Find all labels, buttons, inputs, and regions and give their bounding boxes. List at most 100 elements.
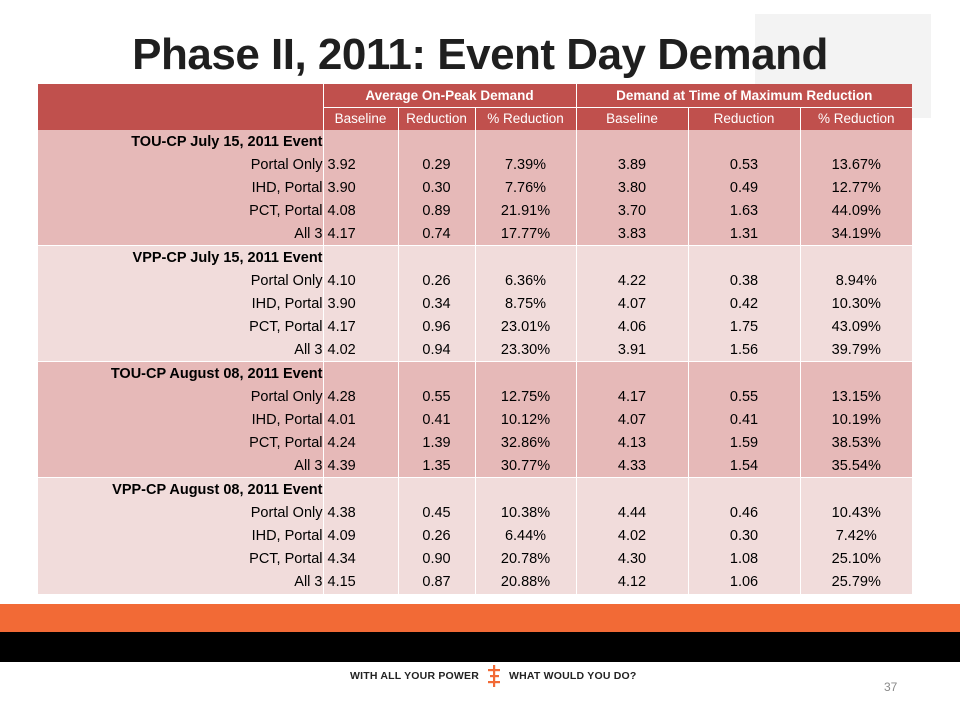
table-cell: 1.06	[687, 570, 801, 594]
row-label: All 3	[38, 570, 323, 594]
col-header-pct-reduction: % Reduction	[799, 106, 913, 130]
table-cell: 23.01%	[474, 315, 577, 339]
company-e-logo-icon	[488, 665, 501, 687]
table-cell: 30.77%	[474, 454, 577, 478]
table-cell: 4.09	[322, 524, 398, 548]
table-cell: 0.90	[397, 547, 475, 571]
table-cell: 4.28	[322, 385, 398, 409]
row-label: Portal Only	[38, 501, 323, 525]
table-cell: 4.08	[322, 199, 398, 223]
row-label: PCT, Portal	[38, 431, 323, 455]
table-cell: 3.92	[322, 153, 398, 177]
table-cell: 4.02	[322, 338, 398, 362]
footer-orange-band	[0, 604, 960, 632]
table-cell: 4.44	[575, 501, 689, 525]
block-title: TOU-CP July 15, 2011 Event	[38, 130, 323, 154]
table-cell: 4.22	[575, 269, 689, 293]
row-label: Portal Only	[38, 385, 323, 409]
table-cell: 3.91	[575, 338, 689, 362]
table-cell: 10.43%	[799, 501, 913, 525]
table-row: Portal Only 4.28 0.55 12.75% 4.17 0.55 1…	[38, 385, 913, 409]
table-row: IHD, Portal 4.09 0.26 6.44% 4.02 0.30 7.…	[38, 524, 913, 548]
table-cell: 38.53%	[799, 431, 913, 455]
table-cell: 4.33	[575, 454, 689, 478]
table-cell: 4.17	[575, 385, 689, 409]
table-cell: 35.54%	[799, 454, 913, 478]
table-cell: 10.30%	[799, 292, 913, 316]
table-cell: 4.07	[575, 292, 689, 316]
table-cell: 0.30	[397, 176, 475, 200]
table-cell: 8.94%	[799, 269, 913, 293]
block-title: TOU-CP August 08, 2011 Event	[38, 361, 323, 386]
table-cell: 7.39%	[474, 153, 577, 177]
table-cell: 3.90	[322, 176, 398, 200]
row-label: IHD, Portal	[38, 292, 323, 316]
table-cell: 0.55	[397, 385, 475, 409]
table-cell: 4.34	[322, 547, 398, 571]
table-cell: 23.30%	[474, 338, 577, 362]
table-cell: 1.56	[687, 338, 801, 362]
sub-header-row: Baseline Reduction % Reduction Baseline …	[38, 106, 913, 130]
table-cell: 21.91%	[474, 199, 577, 223]
table-cell: 3.83	[575, 222, 689, 246]
block-title-row: TOU-CP August 08, 2011 Event	[38, 361, 913, 386]
row-label: PCT, Portal	[38, 199, 323, 223]
table-row: PCT, Portal 4.08 0.89 21.91% 3.70 1.63 4…	[38, 199, 913, 223]
row-label: IHD, Portal	[38, 176, 323, 200]
table-cell: 0.26	[397, 269, 475, 293]
group-header-average-on-peak: Average On-Peak Demand	[322, 84, 577, 107]
table-cell: 0.74	[397, 222, 475, 246]
table-cell: 4.17	[322, 315, 398, 339]
table-cell: 0.87	[397, 570, 475, 594]
col-header-reduction: Reduction	[397, 106, 475, 130]
footer-black-band	[0, 632, 960, 662]
table-row: IHD, Portal 3.90 0.30 7.76% 3.80 0.49 12…	[38, 176, 913, 200]
table-cell: 4.01	[322, 408, 398, 432]
table-block: TOU-CP August 08, 2011 Event Portal Only…	[38, 361, 913, 478]
table-cell: 3.80	[575, 176, 689, 200]
table-cell: 0.45	[397, 501, 475, 525]
table-cell: 0.41	[687, 408, 801, 432]
table-cell: 1.31	[687, 222, 801, 246]
group-header-max-reduction: Demand at Time of Maximum Reduction	[575, 84, 913, 107]
table-row: PCT, Portal 4.24 1.39 32.86% 4.13 1.59 3…	[38, 431, 913, 455]
table-cell: 0.29	[397, 153, 475, 177]
table-row: PCT, Portal 4.17 0.96 23.01% 4.06 1.75 4…	[38, 315, 913, 339]
table-cell: 44.09%	[799, 199, 913, 223]
table-cell: 4.06	[575, 315, 689, 339]
row-label: All 3	[38, 454, 323, 478]
table-cell: 32.86%	[474, 431, 577, 455]
table-cell: 20.78%	[474, 547, 577, 571]
table-cell: 1.63	[687, 199, 801, 223]
table-cell: 0.49	[687, 176, 801, 200]
col-header-reduction: Reduction	[687, 106, 801, 130]
table-cell: 0.53	[687, 153, 801, 177]
table-cell: 10.12%	[474, 408, 577, 432]
table-cell: 3.89	[575, 153, 689, 177]
table-row: PCT, Portal 4.34 0.90 20.78% 4.30 1.08 2…	[38, 547, 913, 571]
block-title-row: VPP-CP August 08, 2011 Event	[38, 477, 913, 501]
block-title-row: VPP-CP July 15, 2011 Event	[38, 245, 913, 270]
table-cell: 20.88%	[474, 570, 577, 594]
table-cell: 4.02	[575, 524, 689, 548]
table-block: VPP-CP August 08, 2011 Event Portal Only…	[38, 477, 913, 594]
table-row: Portal Only 3.92 0.29 7.39% 3.89 0.53 13…	[38, 153, 913, 177]
table-cell: 12.75%	[474, 385, 577, 409]
group-header-row: Average On-Peak Demand Demand at Time of…	[38, 84, 913, 130]
col-header-pct-reduction: % Reduction	[474, 106, 577, 130]
table-cell: 25.10%	[799, 547, 913, 571]
table-cell: 1.35	[397, 454, 475, 478]
table-cell: 34.19%	[799, 222, 913, 246]
table-cell: 1.75	[687, 315, 801, 339]
table-cell: 0.96	[397, 315, 475, 339]
table-cell: 4.30	[575, 547, 689, 571]
footer-tagline: WITH ALL YOUR POWER WHAT WOULD YOU DO?	[350, 664, 636, 688]
table-cell: 10.38%	[474, 501, 577, 525]
row-label: All 3	[38, 338, 323, 362]
table-cell: 0.26	[397, 524, 475, 548]
tagline-left-text: WITH ALL YOUR POWER	[350, 670, 480, 682]
block-title-row: TOU-CP July 15, 2011 Event	[38, 130, 913, 154]
block-title: VPP-CP July 15, 2011 Event	[38, 245, 323, 270]
table-cell: 4.39	[322, 454, 398, 478]
table-row: IHD, Portal 4.01 0.41 10.12% 4.07 0.41 1…	[38, 408, 913, 432]
